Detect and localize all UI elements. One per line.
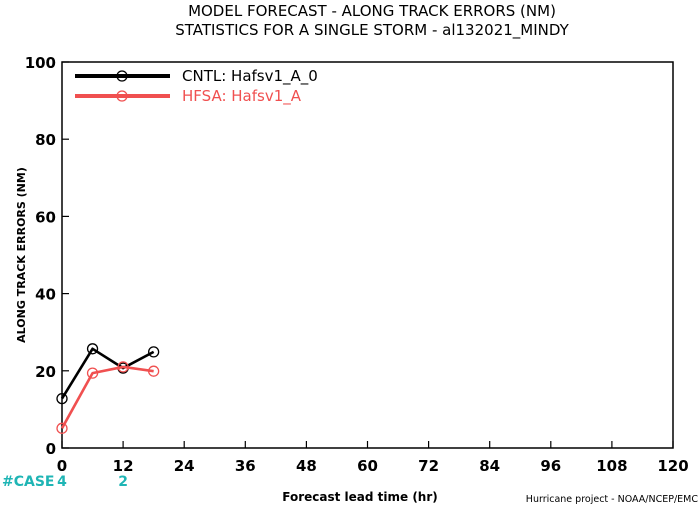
series-line-1 [60,365,154,429]
x-tick-label-0: 0 [57,457,67,475]
x-axis: 0 12 24 36 48 60 72 84 96 108 120 [57,441,689,475]
x-tick-label-36: 36 [235,457,256,475]
x-tick-label-108: 108 [596,457,627,475]
y-tick-label-60: 60 [35,208,56,226]
y-axis-label: ALONG TRACK ERRORS (NM) [15,167,28,343]
y-tick-label-20: 20 [35,363,56,381]
y-tick-label-80: 80 [35,131,56,149]
chart-title-line1: MODEL FORECAST - ALONG TRACK ERRORS (NM) [188,2,556,20]
legend-label-1: HFSA: Hafsv1_A [182,87,302,106]
series-line-0 [60,347,155,400]
x-tick-label-48: 48 [296,457,317,475]
y-tick-label-40: 40 [35,286,56,304]
x-axis-label: Forecast lead time (hr) [282,490,438,504]
x-tick-label-60: 60 [357,457,378,475]
x-tick-label-12: 12 [113,457,134,475]
case-count-1: 2 [118,474,128,490]
y-tick-label-100: 100 [25,54,56,72]
y-tick-label-0: 0 [46,440,56,458]
legend-label-0: CNTL: Hafsv1_A_0 [182,67,318,86]
legend-marker-1 [116,90,128,102]
x-tick-label-24: 24 [174,457,195,475]
x-tick-label-84: 84 [479,457,500,475]
series-0-point-3 [147,346,160,358]
case-label: #CASE [2,474,55,490]
y-axis: 0 20 40 60 80 100 [25,54,69,458]
series-1-point-1 [86,367,99,379]
x-tick-label-120: 120 [657,457,688,475]
legend-marker-0 [116,70,128,82]
credit-text: Hurricane project - NOAA/NCEP/EMC [526,494,699,505]
x-tick-label-72: 72 [418,457,439,475]
series-1-point-0 [56,422,68,434]
plot-frame [61,61,674,449]
x-tick-label-96: 96 [540,457,561,475]
series-0-point-1 [86,343,99,355]
case-count-0: 4 [57,474,67,490]
series-1-point-2 [117,361,129,373]
chart-title-line2: STATISTICS FOR A SINGLE STORM - al132021… [175,21,569,40]
series-1-point-3 [147,365,160,377]
series-lines [56,343,160,434]
series-0-point-0 [56,392,68,405]
case-counts: #CASE 4 2 [2,474,128,490]
